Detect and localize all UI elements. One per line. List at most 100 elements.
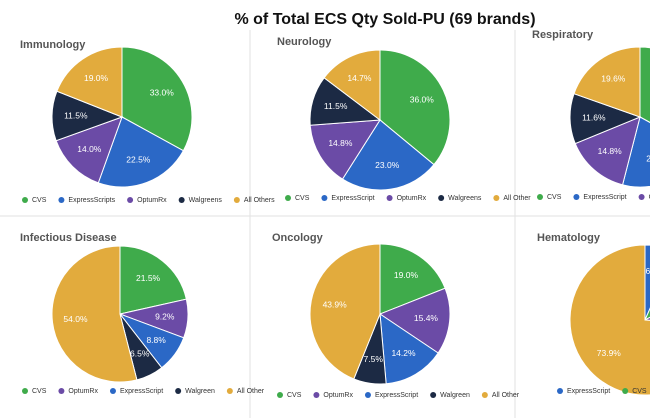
legend-label: ExpressScripts [68,197,115,204]
pie-slice [643,316,650,321]
data-label: 11.6% [582,112,606,122]
legend-swatch [438,195,445,201]
data-label: 19.0% [84,73,109,83]
data-label: 9.2% [155,311,175,321]
data-label: 14.2% [391,348,416,358]
legend-label: ExpressScript [331,195,374,202]
legend-swatch [493,195,500,201]
pie-slice [639,46,650,124]
legend-swatch [175,388,182,394]
data-label: 6.6% [646,266,650,276]
legend-label: ExpressScript [583,194,626,201]
pie-slice [51,245,138,383]
data-label: 33.0% [150,88,175,98]
chart-title: Hematology [537,232,601,244]
pie-slice [55,116,123,184]
legend-swatch [277,392,283,398]
legend-swatch [537,194,543,200]
pie-slice [573,46,641,118]
legend-label: All Others [244,197,275,204]
data-label: 15.4% [414,313,439,323]
data-label: 11.5% [64,111,88,121]
legend-label: OptumRx [68,388,98,395]
legend-label: OptumRx [397,195,427,202]
legend-swatch [22,388,28,394]
legend-label: Walgreens [189,197,223,204]
pie-slice [309,243,381,380]
data-label: 36.0% [410,95,435,105]
data-label: 73.9% [597,348,622,358]
legend-swatch [22,197,28,203]
legend-label: All Other [503,195,531,202]
legend-swatch [622,388,629,394]
data-label: 23.0% [375,160,400,170]
legend-label: OptumRx [323,392,353,399]
chart-title: Immunology [20,39,86,51]
pie-slice [119,245,187,315]
legend-swatch [321,195,328,201]
legend-label: Walgreen [440,392,470,399]
data-label: 14.8% [598,146,623,156]
data-label: 19.6% [601,74,626,84]
data-label: 6.5% [130,349,150,359]
legend-swatch [557,388,563,394]
pie-slice [121,46,193,152]
legend-label: CVS [287,392,302,399]
legend-swatch [233,197,240,203]
legend-swatch [178,197,185,203]
data-label: 22.5% [126,154,151,164]
legend-swatch [226,388,233,394]
legend-swatch [386,195,393,201]
page-title: % of Total ECS Qty Sold-PU (69 brands) [234,11,535,28]
data-label: 54.0% [63,314,88,324]
data-label: 14.7% [347,73,372,83]
data-label: 14.8% [328,138,353,148]
chart-title: Oncology [272,232,324,244]
legend-label: CVS [32,197,47,204]
pie-slice [323,49,381,122]
legend-swatch [127,197,134,203]
pie-slice [644,244,650,321]
legend-swatch [285,195,291,201]
legend-swatch [58,197,65,203]
pie-slice [378,287,451,354]
legend-swatch [313,392,320,398]
data-label: 21.0% [646,154,650,164]
pie-slice [56,46,123,118]
legend-swatch [638,194,645,200]
data-label: 7.5% [364,354,384,364]
data-label: 14.0% [77,144,102,154]
pie-slice [621,116,650,188]
legend-label: ExpressScript [120,388,163,395]
data-label: 19.0% [394,270,419,280]
legend-swatch [430,392,437,398]
pie-slice [643,307,650,322]
legend-label: OptumRx [649,194,650,201]
pie-slice [569,244,650,396]
legend-label: Walgreen [185,388,215,395]
legend-label: CVS [632,388,647,395]
pie-slice [97,116,185,188]
legend-swatch [481,392,488,398]
pie-slice [309,119,381,180]
legend-label: ExpressScript [567,388,610,395]
legend-label: CVS [547,194,562,201]
legend-swatch [109,388,116,394]
legend-swatch [58,388,65,394]
legend-label: All Other [237,388,265,395]
chart-title: Neurology [277,36,332,48]
legend-label: ExpressScript [375,392,418,399]
legend-swatch [573,194,580,200]
chart-title: Infectious Disease [20,232,117,244]
pie-slice [379,243,446,315]
data-label: 8.8% [146,335,166,345]
pie-slice [341,119,435,191]
pie-slice [574,116,641,186]
pie-slice [379,313,439,385]
legend-label: All Other [492,392,520,399]
data-label: 21.5% [136,273,161,283]
legend-swatch [364,392,371,398]
legend-label: OptumRx [137,197,167,204]
legend-label: Walgreens [448,195,482,202]
data-label: 11.5% [324,101,348,111]
